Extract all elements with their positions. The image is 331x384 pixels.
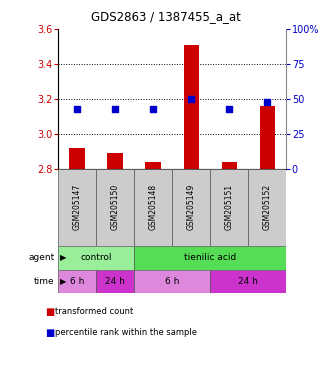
Text: ■: ■ [45, 307, 54, 317]
Bar [134, 270, 210, 293]
Text: 24 h: 24 h [105, 277, 125, 286]
Point [150, 106, 156, 112]
Text: time: time [34, 277, 55, 286]
Bar [58, 169, 96, 246]
Bar [210, 169, 248, 246]
Text: tienilic acid: tienilic acid [184, 253, 236, 262]
Text: percentile rank within the sample: percentile rank within the sample [55, 328, 197, 337]
Bar [260, 106, 275, 384]
Text: GSM205147: GSM205147 [72, 184, 81, 230]
Bar [58, 270, 96, 293]
Bar [107, 153, 122, 384]
Text: GSM205148: GSM205148 [149, 184, 158, 230]
Point [226, 106, 232, 112]
Bar [96, 270, 134, 293]
Point [264, 99, 270, 105]
Text: GSM205151: GSM205151 [225, 184, 234, 230]
Bar [96, 169, 134, 246]
Bar [210, 270, 286, 293]
Point [188, 96, 194, 102]
Text: agent: agent [28, 253, 55, 262]
Point [74, 106, 79, 112]
Bar [134, 169, 172, 246]
Text: GSM205150: GSM205150 [111, 184, 119, 230]
Bar [248, 169, 286, 246]
Text: GSM205149: GSM205149 [187, 184, 196, 230]
Text: ■: ■ [45, 328, 54, 338]
Text: 6 h: 6 h [165, 277, 179, 286]
Bar [172, 169, 210, 246]
Bar [58, 246, 134, 270]
Text: 6 h: 6 h [70, 277, 84, 286]
Bar [134, 246, 286, 270]
Text: GDS2863 / 1387455_a_at: GDS2863 / 1387455_a_at [91, 10, 240, 23]
Text: control: control [80, 253, 112, 262]
Text: transformed count: transformed count [55, 307, 133, 316]
Bar [183, 45, 199, 384]
Text: GSM205152: GSM205152 [263, 184, 272, 230]
Bar [221, 162, 237, 384]
Bar [70, 148, 85, 384]
Text: ▶: ▶ [60, 253, 66, 262]
Text: ▶: ▶ [60, 277, 66, 286]
Bar [145, 162, 161, 384]
Point [112, 106, 118, 112]
Text: 24 h: 24 h [238, 277, 258, 286]
